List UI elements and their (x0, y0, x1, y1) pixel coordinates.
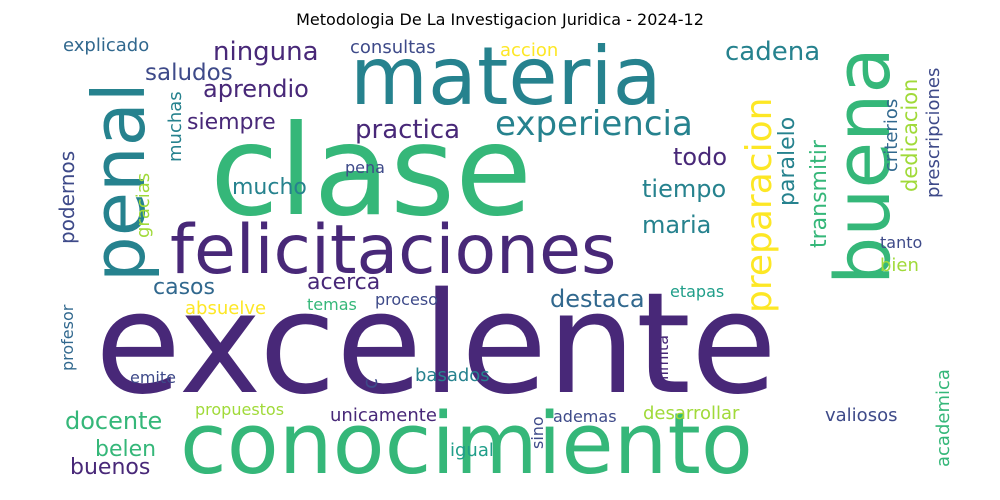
word-experiencia: experiencia (495, 104, 693, 144)
word-todo: todo (673, 143, 728, 171)
word-temas: temas (307, 295, 357, 314)
word-sino: sino (528, 415, 547, 449)
word-siempre: siempre (187, 110, 276, 135)
word-materia: materia (350, 37, 662, 123)
word-maria: maria (642, 211, 712, 239)
word-igual: igual (450, 440, 494, 461)
word-conocimiento: conocimiento (180, 395, 753, 492)
word-belen: belen (95, 437, 157, 462)
word-podernos: podernos (55, 151, 79, 245)
word-explicado: explicado (63, 37, 150, 56)
word-consultas: consultas (350, 37, 436, 58)
word-tanto: tanto (880, 233, 923, 252)
word-cadena: cadena (725, 37, 821, 67)
word-acerca: acerca (307, 270, 381, 295)
word-academica: academica (933, 369, 954, 468)
word-casos: casos (153, 275, 215, 300)
word-aprendio: aprendio (203, 75, 309, 103)
word-destaca: destaca (550, 285, 645, 313)
word-propuestos: propuestos (195, 400, 285, 419)
word-paralelo: paralelo (775, 116, 800, 207)
word-ninguna: ninguna (213, 37, 319, 67)
word-c: c (358, 378, 382, 390)
word-felicitaciones: felicitaciones (170, 211, 617, 290)
word-docente: docente (65, 407, 163, 435)
word-basados: basados (415, 365, 490, 386)
word-muchas: muchas (165, 91, 186, 162)
word-mucho: mucho (232, 175, 307, 200)
word-bien: bien (880, 255, 919, 276)
word-excelente: excelente (95, 263, 777, 426)
word-etapas: etapas (670, 282, 725, 301)
word-proceso: proceso (375, 290, 438, 309)
word-cloud: excelente clase conocimiento materia felicit… (45, 37, 960, 492)
word-absuelve: absuelve (185, 298, 267, 319)
word-criterios: criterios (881, 99, 902, 173)
word-preparacion: preparacion (739, 97, 780, 313)
word-dedicacion: dedicacion (898, 78, 922, 193)
word-emite: emite (130, 368, 176, 387)
word-clase: clase (210, 99, 533, 244)
word-gracias: gracias (133, 172, 154, 239)
word-prescripciones: prescripciones (923, 67, 944, 199)
word-unicamente: unicamente (330, 405, 437, 426)
word-transmitir: transmitir (807, 140, 832, 249)
word-tiempo: tiempo (642, 175, 727, 203)
word-practica: practica (355, 115, 461, 145)
word-desarrollar: desarrollar (643, 403, 740, 424)
word-profesor: profesor (58, 305, 77, 372)
word-pena: pena (345, 158, 385, 177)
word-saludos: saludos (145, 60, 233, 86)
word-buenos: buenos (70, 455, 151, 480)
word-limita: limita (653, 334, 672, 380)
word-ademas: ademas (553, 407, 617, 426)
figure-title: Metodologia De La Investigacion Juridica… (296, 10, 704, 29)
word-valiosos: valiosos (825, 405, 898, 426)
word-accion: accion (500, 40, 559, 61)
